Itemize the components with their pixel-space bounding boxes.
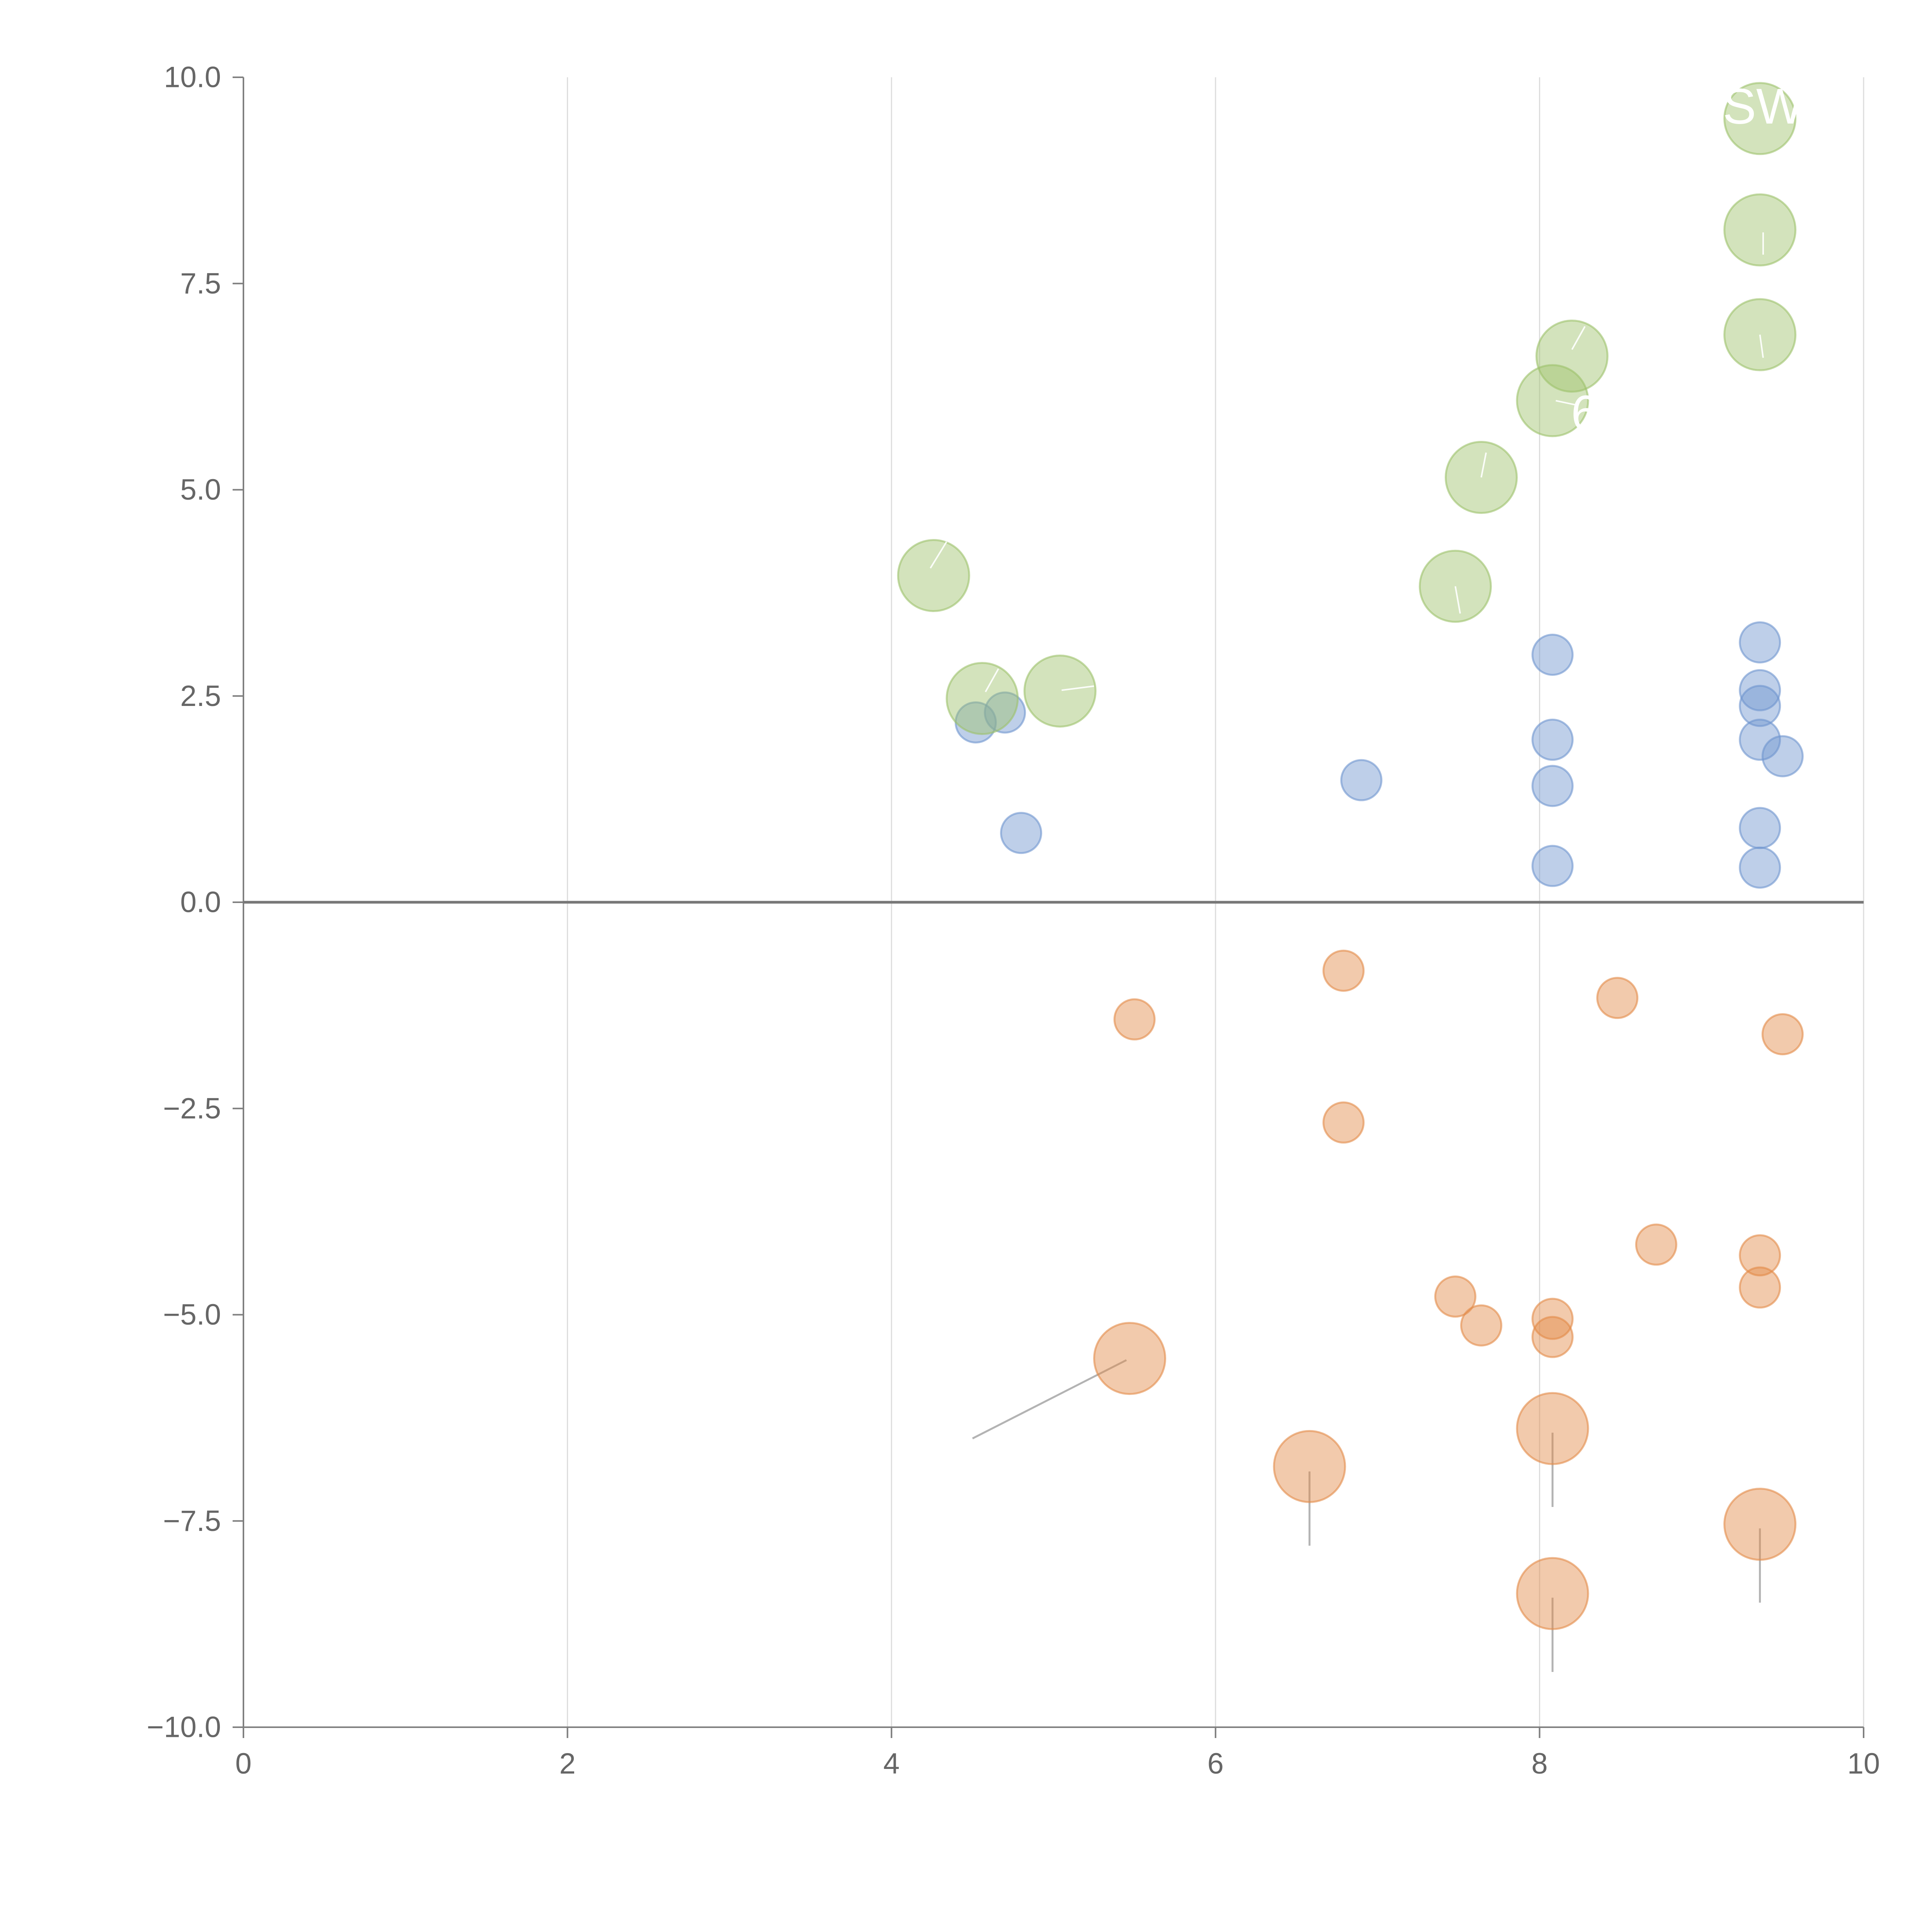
y-tick-label: −5.0 [163, 1298, 221, 1331]
leader-line [972, 1359, 1127, 1439]
blue-point [1739, 846, 1781, 889]
y-tick-label: 7.5 [180, 267, 221, 300]
marks-layer [897, 82, 1804, 1630]
axis-layer: 10.0 7.5 5.0 2.5 0.0 −2.5 −5.0 −7.5 −10.0 0 2 4 6 8 10 [147, 61, 1880, 1781]
label-leader-line [1571, 326, 1586, 350]
orange-large-point [1273, 1430, 1346, 1503]
blue-point [984, 691, 1026, 734]
orange-small-point [1434, 1276, 1476, 1318]
y-tick-label: 5.0 [180, 473, 221, 506]
orange-large-point [1723, 1488, 1797, 1561]
y-tick-label: −10.0 [147, 1711, 221, 1744]
label-leader-line [1454, 586, 1461, 614]
orange-large-point [1516, 1392, 1589, 1465]
y-tick-label: 0.0 [180, 886, 221, 919]
orange-small-point [1596, 977, 1639, 1019]
green-large-point [1516, 364, 1589, 437]
x-tick-label: 10 [1847, 1747, 1880, 1780]
blue-point [1761, 735, 1804, 777]
green-large-point [946, 662, 1019, 735]
blue-point [1739, 669, 1781, 711]
blue-point [1531, 718, 1574, 761]
label-leader-line [985, 668, 999, 692]
blue-point [1531, 634, 1574, 676]
annotation-label: 6 [1571, 385, 1599, 441]
orange-small-point [1322, 1101, 1365, 1144]
label-leader-line [1555, 400, 1576, 406]
label-leader-line [1480, 452, 1487, 478]
annotation-label: SW [1723, 78, 1804, 134]
y-tick-label: 10.0 [164, 61, 221, 94]
x-tick-label: 0 [235, 1747, 252, 1780]
label-leader-line [1759, 334, 1764, 358]
orange-small-point [1531, 1316, 1574, 1358]
green-large-point [1535, 320, 1609, 393]
leader-layer [972, 1359, 1761, 1672]
y-tick-label: −2.5 [163, 1092, 221, 1125]
label-leader-line [1061, 685, 1094, 691]
orange-small-point [1322, 949, 1365, 992]
blue-point [1340, 759, 1383, 801]
blue-point [1739, 807, 1781, 849]
orange-large-point [1516, 1557, 1589, 1630]
orange-large-point [1093, 1322, 1167, 1395]
x-tick-label: 2 [559, 1747, 575, 1780]
orange-small-point [1761, 1013, 1804, 1056]
x-tick-label: 4 [883, 1747, 900, 1780]
label-leader-line [930, 541, 947, 569]
blue-point [1739, 718, 1781, 761]
green-large-point [1023, 654, 1097, 728]
green-large-point [1723, 193, 1797, 267]
label-layer: 6 SW [1571, 78, 1804, 441]
green-large-point [1723, 82, 1797, 155]
blue-point [1531, 765, 1574, 807]
orange-small-point [1531, 1298, 1574, 1340]
x-tick-label: 8 [1531, 1747, 1548, 1780]
white-leader-layer [930, 232, 1764, 692]
orange-small-point [1460, 1304, 1502, 1347]
y-tick-label: −7.5 [163, 1505, 221, 1537]
blue-point [1739, 621, 1781, 663]
y-tick-label: 2.5 [180, 680, 221, 713]
blue-point [1739, 685, 1781, 727]
blue-point [1000, 812, 1043, 854]
orange-small-point [1739, 1234, 1781, 1277]
x-tick-label: 6 [1208, 1747, 1224, 1780]
blue-point [1531, 845, 1574, 887]
orange-small-point [1113, 998, 1156, 1041]
green-large-point [897, 539, 970, 612]
orange-small-point [1635, 1223, 1677, 1266]
orange-small-point [1739, 1266, 1781, 1309]
